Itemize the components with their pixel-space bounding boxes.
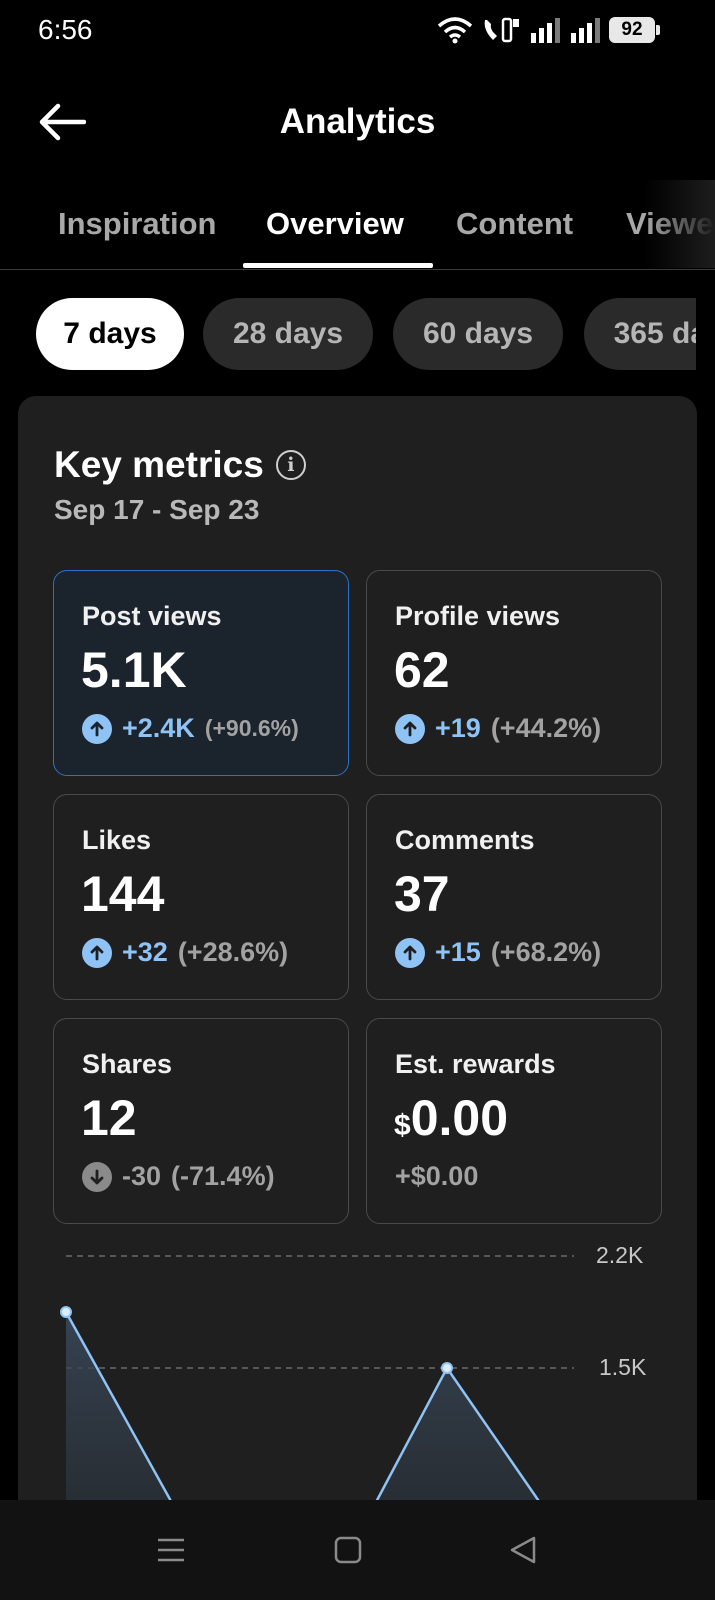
metric-value: 5.1K [81, 642, 187, 698]
metric-label: Comments [395, 825, 535, 855]
arrow-left-icon [39, 103, 86, 141]
metric-percent: (+28.6%) [177, 937, 289, 967]
arrow-up-circle-icon [395, 713, 425, 744]
date-range-label: Sep 17 - Sep 23 [54, 494, 260, 525]
status-time: 6:56 [38, 14, 93, 45]
metric-delta: +32 [122, 937, 168, 967]
data-point[interactable] [60, 1306, 72, 1318]
arrow-up-circle-icon [82, 937, 112, 968]
system-back-button[interactable] [493, 1522, 553, 1578]
metric-change: +$0.00 [395, 1161, 478, 1192]
tab-bar: Inspiration Overview Content Viewers [0, 180, 715, 270]
metric-label: Likes [82, 825, 152, 855]
chip-60-days[interactable]: 60 days [393, 298, 563, 370]
metric-profile-views[interactable]: Profile views 62 +19 (+44.2%) [366, 570, 662, 776]
metric-change: +2.4K (+90.6%) [82, 713, 299, 744]
metric-comments[interactable]: Comments 37 +15 (+68.2%) [366, 794, 662, 1000]
currency-symbol: $ [394, 1109, 411, 1142]
wifi-icon [437, 17, 473, 44]
home-icon [334, 1536, 362, 1564]
chip-28-days[interactable]: 28 days [203, 298, 373, 370]
metric-change: -30 (-71.4%) [82, 1161, 275, 1192]
metric-percent: (+44.2%) [490, 713, 602, 743]
metric-est-rewards[interactable]: Est. rewards $0.00 +$0.00 [366, 1018, 662, 1224]
metric-likes[interactable]: Likes 144 +32 (+28.6%) [53, 794, 349, 1000]
back-button[interactable] [34, 98, 90, 146]
status-icons: 92 [437, 16, 660, 44]
metric-value: 144 [81, 866, 165, 922]
tab-overview[interactable]: Overview [266, 206, 404, 241]
battery-icon: 92 [609, 17, 660, 43]
metric-shares[interactable]: Shares 12 -30 (-71.4%) [53, 1018, 349, 1224]
metric-label: Post views [82, 601, 222, 631]
arrow-up-circle-icon [395, 937, 425, 968]
system-nav-bar [0, 1500, 715, 1600]
tab-content[interactable]: Content [456, 206, 574, 241]
y-tick-label: 2.2K [596, 1242, 644, 1268]
metric-value: $0.00 [394, 1089, 508, 1147]
metric-delta: -30 [122, 1161, 162, 1191]
metric-delta: +19 [435, 713, 481, 743]
metric-percent: (+68.2%) [490, 937, 602, 967]
chip-7-days[interactable]: 7 days [36, 298, 184, 370]
metric-value-number: 0.00 [410, 1090, 509, 1146]
info-icon[interactable]: i [275, 450, 306, 480]
app-header: Analytics [0, 80, 715, 170]
metric-value: 12 [81, 1090, 137, 1146]
home-button[interactable] [318, 1522, 378, 1578]
chip-365-days[interactable]: 365 days [584, 298, 696, 370]
metric-delta: +2.4K [122, 713, 195, 743]
metric-label: Est. rewards [395, 1049, 556, 1079]
key-metrics-card: Key metrics i Sep 17 - Sep 23 Post views… [18, 396, 697, 1600]
tab-indicator [243, 263, 433, 268]
key-metrics-title: Key metrics [54, 444, 264, 485]
key-metrics-heading: Key metrics i [54, 444, 306, 486]
series-line [64, 1311, 576, 1600]
wifi-calling-icon [484, 17, 519, 43]
y-tick-label: 1.5K [599, 1354, 647, 1380]
metric-delta: +$0.00 [395, 1161, 479, 1191]
signal-icon-1 [531, 18, 560, 43]
tab-scroll-fade [645, 180, 715, 268]
status-bar: 6:56 [0, 0, 715, 62]
signal-icon-2 [571, 18, 600, 43]
data-point[interactable] [441, 1362, 453, 1374]
metric-percent: (+90.6%) [204, 715, 299, 741]
tab-inspiration[interactable]: Inspiration [58, 206, 217, 241]
arrow-up-circle-icon [82, 713, 112, 744]
metric-change: +15 (+68.2%) [395, 937, 601, 968]
metric-change: +19 (+44.2%) [395, 713, 601, 744]
metric-change: +32 (+28.6%) [82, 937, 288, 968]
metric-value: 62 [394, 642, 450, 698]
page-title: Analytics [279, 102, 436, 141]
metric-label: Shares [82, 1049, 173, 1079]
recent-apps-button[interactable] [141, 1522, 201, 1578]
date-range-chips: 7 days 28 days 60 days 365 days [36, 298, 696, 370]
back-triangle-icon [510, 1536, 536, 1564]
arrow-down-circle-icon [82, 1161, 112, 1192]
metric-delta: +15 [435, 937, 481, 967]
metric-value: 37 [394, 866, 450, 922]
metric-percent: (-71.4%) [171, 1161, 275, 1191]
metric-post-views[interactable]: Post views 5.1K +2.4K (+90.6%) [53, 570, 349, 776]
menu-icon [158, 1538, 184, 1562]
metric-label: Profile views [395, 601, 561, 631]
